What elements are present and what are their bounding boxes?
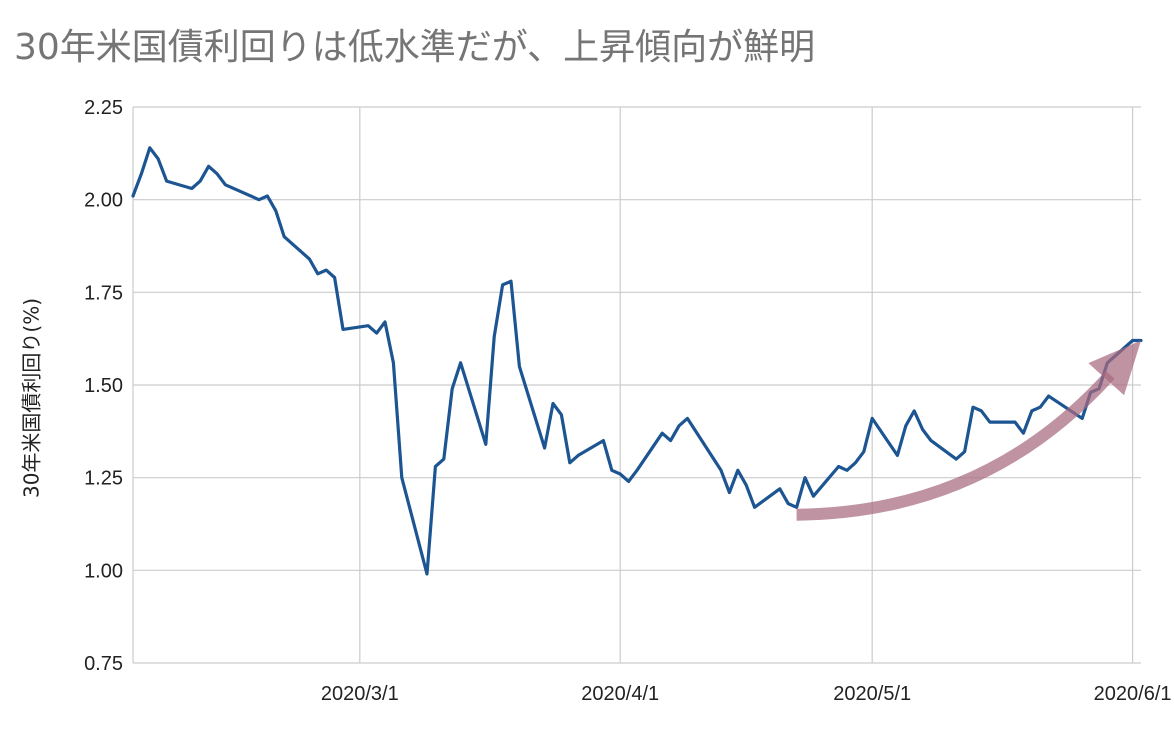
x-tick-label: 2020/5/1 [833,683,911,705]
y-tick-label: 1.00 [84,560,123,582]
gridlines [132,106,1141,664]
x-tick-label: 2020/3/1 [321,683,399,705]
chart-title: 30年米国債利回りは低水準だが、上昇傾向が鮮明 [14,27,816,68]
y-tick-label: 1.25 [84,468,123,490]
x-tick-labels: 2020/3/1 2020/4/1 2020/5/1 2020/6/1 [321,683,1172,705]
y-tick-label: 1.50 [84,375,123,397]
series-line [131,146,1143,576]
trend-arrow [796,340,1141,521]
x-tick-label: 2020/6/1 [1094,683,1172,705]
y-tick-labels: 0.75 1.00 1.25 1.50 1.75 2.00 2.25 [84,97,123,675]
series-layer [131,146,1143,576]
trend-arrow-head [1088,340,1141,396]
trend-arrow-shaft [796,370,1115,521]
y-tick-label: 2.25 [84,97,123,119]
x-tick-label: 2020/4/1 [581,683,659,705]
y-tick-label: 0.75 [84,653,123,675]
y-tick-label: 2.00 [84,190,123,212]
y-tick-label: 1.75 [84,282,123,304]
